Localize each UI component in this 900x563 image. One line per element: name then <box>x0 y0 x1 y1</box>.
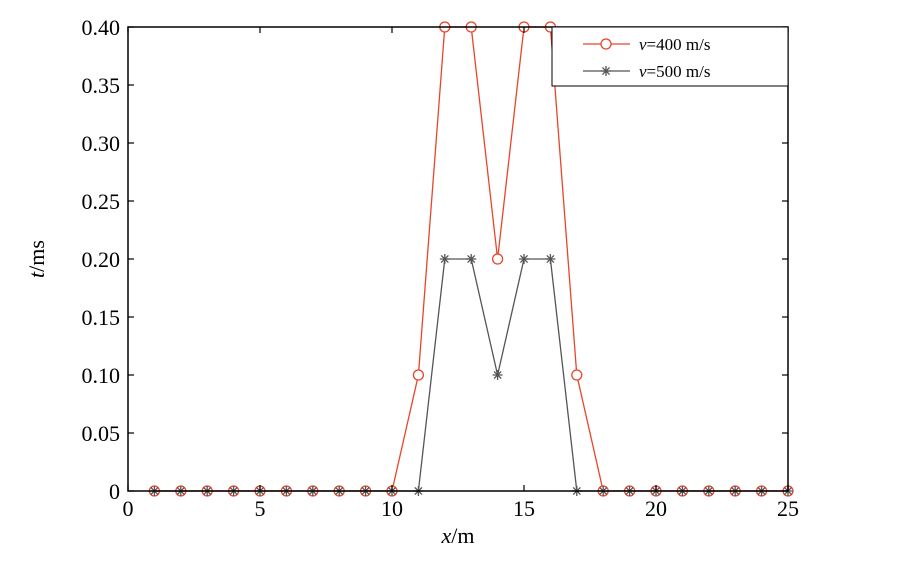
legend-label-var: v <box>639 62 647 81</box>
legend-box <box>551 26 789 87</box>
x-tick-label: 5 <box>255 496 266 521</box>
series-2-point <box>545 254 556 264</box>
legend-label-rest: =500 m/s <box>647 62 711 81</box>
series-2-point <box>492 370 503 380</box>
x-tick-label: 10 <box>381 496 403 521</box>
series-2-point <box>519 254 529 264</box>
legend: v=400 m/sv=500 m/s <box>551 26 789 87</box>
labels-layer: 0 5 10 15 20 25 0 0.05 0.10 0.15 0.20 0.25 0.30 0.35 0… <box>82 15 800 521</box>
legend-swatch-marker <box>601 66 611 76</box>
series-2-line <box>154 258 788 492</box>
series-2-point <box>439 254 450 264</box>
x-axis-unit: /m <box>451 523 474 548</box>
legend-item-2: v=500 m/s <box>583 62 710 81</box>
series-2 <box>149 254 793 496</box>
legend-label-var: v <box>639 35 647 54</box>
y-tick-label: 0.20 <box>82 247 121 272</box>
x-axis-var: x <box>441 523 452 548</box>
y-axis-var: t <box>24 271 49 278</box>
y-axis-unit: /ms <box>24 240 49 272</box>
y-tick-label: 0.40 <box>82 15 121 40</box>
y-tick-label: 0 <box>109 479 120 504</box>
y-tick-label: 0.35 <box>82 73 121 98</box>
series-1-point <box>412 369 425 381</box>
y-tick-label: 0.25 <box>82 189 121 214</box>
legend-swatch-marker <box>600 38 612 50</box>
y-tick-label: 0.10 <box>82 363 121 388</box>
y-tick-label: 0.15 <box>82 305 121 330</box>
legend-label: v=400 m/s <box>639 35 710 54</box>
x-tick-label: 20 <box>645 496 667 521</box>
y-tick-label: 0.05 <box>82 421 121 446</box>
legend-label-rest: =400 m/s <box>647 35 711 54</box>
series-1-point <box>491 253 504 265</box>
legend-label: v=500 m/s <box>639 62 710 81</box>
series-1-point <box>571 369 583 381</box>
y-axis-label: t/ms <box>24 240 49 278</box>
y-tick-label: 0.30 <box>82 131 121 156</box>
series-2-point <box>466 254 477 264</box>
x-tick-label: 15 <box>513 496 535 521</box>
x-tick-label: 25 <box>777 496 799 521</box>
legend-item-1: v=400 m/s <box>583 35 710 54</box>
series-layer <box>148 21 794 497</box>
x-tick-label: 0 <box>123 496 134 521</box>
x-axis-label: x/m <box>441 523 475 548</box>
